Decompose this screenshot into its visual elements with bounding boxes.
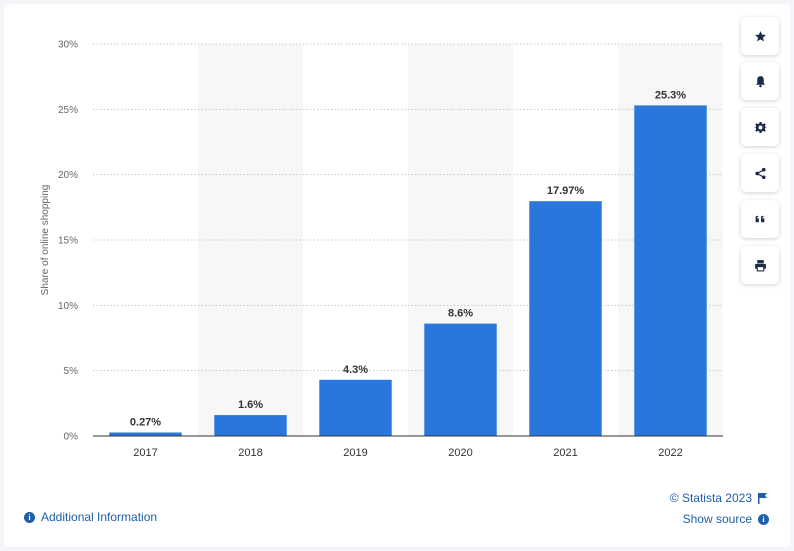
x-tick-label: 2022 bbox=[658, 447, 682, 459]
x-tick-label: 2018 bbox=[238, 447, 262, 459]
statista-credit[interactable]: © Statista 2023 bbox=[670, 491, 767, 505]
data-label: 1.6% bbox=[238, 399, 263, 411]
x-tick-label: 2020 bbox=[448, 447, 472, 459]
bar-chart: 0% 5% 10% 15% 20% 25% 30% 0.27% 1.6% 4.3% 8.6% 17.… bbox=[40, 40, 723, 459]
chart-card: 0% 5% 10% 15% 20% 25% 30% 0.27% 1.6% 4.3% 8.6% 17.… bbox=[4, 4, 790, 547]
bar[interactable] bbox=[109, 432, 182, 436]
chart-bars bbox=[109, 105, 707, 436]
y-axis-title: Share of online shopping bbox=[40, 185, 51, 296]
share-button[interactable] bbox=[741, 154, 779, 192]
y-tick-label: 10% bbox=[58, 301, 78, 312]
additional-info-label: Additional Information bbox=[41, 510, 158, 524]
y-tick-label: 0% bbox=[64, 432, 79, 443]
bar[interactable] bbox=[424, 323, 497, 436]
data-label: 25.3% bbox=[655, 89, 686, 101]
flag-icon bbox=[758, 492, 767, 504]
bar[interactable] bbox=[214, 415, 287, 436]
x-tick-label: 2021 bbox=[553, 447, 577, 459]
data-label: 4.3% bbox=[343, 364, 368, 376]
bar[interactable] bbox=[529, 201, 602, 436]
x-tick-label: 2019 bbox=[343, 447, 367, 459]
bar[interactable] bbox=[319, 379, 392, 436]
data-label: 17.97% bbox=[547, 185, 585, 197]
print-button[interactable] bbox=[741, 246, 779, 284]
gear-icon bbox=[753, 121, 767, 133]
notification-button[interactable] bbox=[741, 62, 779, 100]
y-tick-label: 25% bbox=[58, 105, 78, 116]
y-axis-ticks: 0% 5% 10% 15% 20% 25% 30% bbox=[58, 40, 78, 443]
y-tick-label: 5% bbox=[64, 366, 79, 377]
info-icon: i bbox=[24, 511, 35, 523]
favorite-button[interactable] bbox=[741, 17, 779, 55]
cite-button[interactable] bbox=[741, 200, 779, 238]
credit-label: © Statista 2023 bbox=[669, 491, 752, 505]
printer-icon bbox=[754, 259, 766, 271]
x-axis-ticks: 2017 2018 2019 2020 2021 2022 bbox=[133, 447, 682, 459]
additional-info-link[interactable]: i Additional Information bbox=[24, 510, 157, 524]
x-tick-label: 2017 bbox=[133, 447, 157, 459]
y-tick-label: 20% bbox=[58, 170, 78, 181]
y-tick-label: 15% bbox=[58, 236, 78, 247]
bar[interactable] bbox=[634, 105, 707, 436]
info-icon: i bbox=[758, 513, 769, 525]
data-label: 8.6% bbox=[448, 308, 473, 320]
share-icon bbox=[754, 167, 766, 179]
y-tick-label: 30% bbox=[58, 40, 78, 51]
settings-button[interactable] bbox=[741, 108, 779, 146]
chart-grid bbox=[93, 43, 723, 372]
data-label: 0.27% bbox=[130, 416, 161, 428]
show-source-link[interactable]: Show source i bbox=[683, 512, 769, 526]
star-icon bbox=[754, 30, 766, 41]
show-source-label: Show source bbox=[682, 512, 752, 526]
quote-icon bbox=[755, 215, 764, 222]
data-labels: 0.27% 1.6% 4.3% 8.6% 17.97% 25.3% bbox=[130, 89, 686, 428]
bell-icon bbox=[755, 75, 765, 87]
